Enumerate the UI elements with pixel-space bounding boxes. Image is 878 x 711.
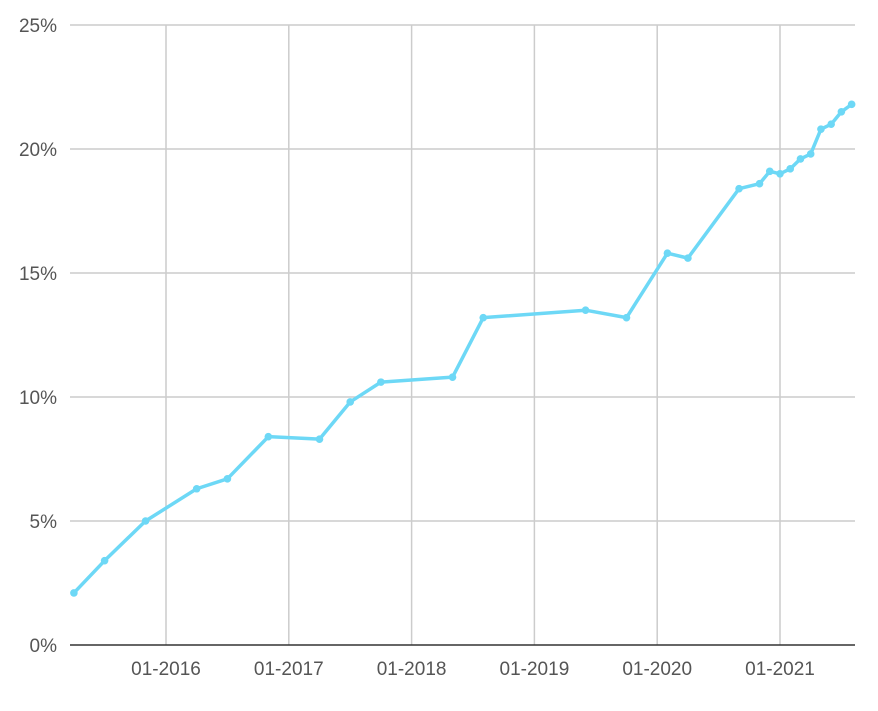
data-point: [315, 435, 324, 443]
data-point: [847, 100, 856, 109]
data-point: [755, 179, 764, 188]
data-point: [806, 150, 815, 158]
y-axis-ticks: 0% 5% 10% 15% 20% 25%: [19, 16, 57, 657]
data-point: [346, 398, 355, 406]
x-tick-label: 01-2018: [377, 659, 447, 680]
y-tick-label: 20%: [19, 140, 57, 161]
x-tick-label: 01-2016: [131, 659, 201, 680]
data-point: [264, 432, 273, 441]
data-point: [786, 165, 795, 173]
data-point: [837, 108, 846, 116]
y-tick-label: 15%: [19, 264, 57, 285]
series-line: [70, 100, 856, 597]
data-point: [581, 306, 590, 315]
x-tick-label: 01-2017: [254, 659, 324, 680]
y-tick-label: 25%: [19, 16, 57, 37]
series-path: [72, 102, 853, 595]
data-point: [479, 313, 488, 322]
data-point: [735, 184, 743, 193]
data-point: [765, 167, 774, 176]
data-point: [622, 313, 631, 322]
data-point: [817, 125, 825, 133]
x-axis-ticks: 01-2016 01-2017 01-2018 01-2019 01-2020 01-20…: [131, 659, 815, 680]
data-point: [827, 120, 835, 128]
data-point: [141, 517, 150, 525]
data-point: [448, 373, 457, 381]
data-point: [70, 589, 78, 597]
y-tick-label: 0%: [30, 636, 58, 657]
data-point: [663, 249, 672, 257]
data-point: [776, 170, 784, 178]
data-point: [223, 475, 232, 483]
y-tick-label: 5%: [30, 512, 58, 533]
x-tick-label: 01-2020: [622, 659, 692, 680]
x-tick-label: 01-2021: [745, 659, 815, 680]
data-point: [100, 556, 109, 565]
y-tick-label: 10%: [19, 388, 57, 409]
data-point: [684, 254, 692, 262]
data-point: [796, 155, 805, 163]
grid: [70, 24, 855, 645]
data-point: [377, 378, 385, 386]
data-point: [192, 484, 201, 493]
x-tick-label: 01-2019: [500, 659, 570, 680]
